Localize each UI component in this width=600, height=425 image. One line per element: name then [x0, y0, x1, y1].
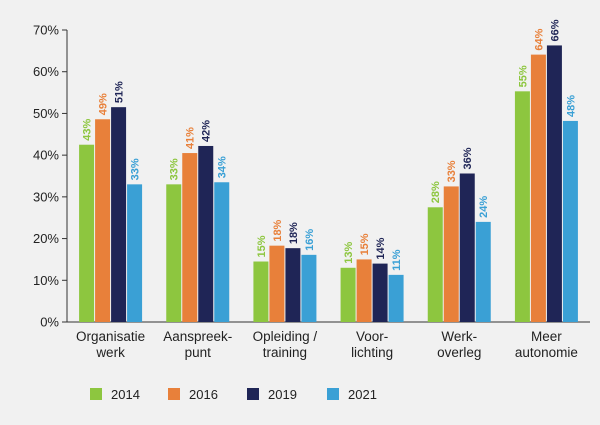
data-label: 48%: [565, 95, 577, 117]
data-label: 34%: [217, 156, 229, 178]
bar-2021-4: [475, 221, 491, 322]
category-label: werk: [95, 345, 125, 360]
y-tick-label: 20%: [33, 231, 59, 246]
bar-2019-1: [198, 145, 214, 322]
bar-2021-2: [301, 254, 317, 322]
data-label: 15%: [256, 235, 268, 257]
data-label: 11%: [391, 249, 403, 271]
data-label: 15%: [359, 233, 371, 255]
y-tick-label: 60%: [33, 64, 59, 79]
bar-2019-4: [459, 173, 475, 322]
category-label: autonomie: [515, 345, 578, 360]
data-label: 33%: [169, 158, 181, 180]
category-label: Aanspreek-: [163, 329, 232, 344]
category-label: training: [263, 345, 307, 360]
data-label: 36%: [462, 147, 474, 169]
data-label: 18%: [288, 222, 300, 244]
data-label: 43%: [82, 118, 94, 140]
bar-2021-1: [214, 182, 230, 322]
legend-swatch-2016: [168, 388, 180, 400]
data-label: 28%: [430, 181, 442, 203]
legend-swatch-2019: [247, 388, 259, 400]
category-label: Opleiding /: [253, 329, 318, 344]
data-label: 42%: [201, 120, 213, 142]
bar-2016-5: [530, 54, 546, 323]
category-label: Organisatie: [76, 329, 145, 344]
legend-label: 2016: [189, 387, 218, 402]
bar-2019-2: [285, 248, 301, 322]
bar-2016-0: [95, 119, 111, 322]
data-label: 33%: [130, 158, 142, 180]
category-label: punt: [185, 345, 212, 360]
legend-swatch-2014: [90, 388, 102, 400]
bar-2016-2: [269, 245, 285, 322]
bar-2014-1: [166, 184, 182, 322]
data-label: 13%: [343, 242, 355, 264]
y-tick-label: 70%: [33, 23, 59, 38]
bar-2021-3: [388, 274, 404, 322]
data-label: 49%: [98, 93, 110, 115]
y-tick-label: 10%: [33, 273, 59, 288]
data-label: 66%: [549, 19, 561, 41]
category-label: Meer: [531, 329, 562, 344]
bar-2014-2: [253, 261, 269, 322]
bar-2019-0: [111, 107, 127, 323]
bar-2019-5: [546, 45, 562, 322]
y-tick-label: 30%: [33, 189, 59, 204]
data-label: 64%: [533, 28, 545, 50]
bar-2019-3: [372, 263, 388, 322]
category-label: lichting: [351, 345, 393, 360]
y-tick-label: 0%: [40, 315, 59, 330]
data-label: 16%: [304, 229, 316, 251]
bar-2021-0: [127, 184, 143, 322]
y-tick-label: 50%: [33, 106, 59, 121]
bar-2016-3: [356, 259, 372, 322]
bar-2016-1: [182, 153, 198, 322]
data-label: 55%: [517, 65, 529, 87]
category-label: Voor-: [356, 329, 388, 344]
legend-swatch-2021: [327, 388, 339, 400]
data-label: 14%: [375, 237, 387, 259]
bar-2014-4: [427, 207, 443, 322]
bar-2021-5: [562, 120, 578, 323]
legend-label: 2014: [111, 387, 140, 402]
data-label: 51%: [114, 81, 126, 103]
data-label: 24%: [478, 196, 490, 218]
data-label: 18%: [272, 219, 284, 241]
y-tick-label: 40%: [33, 148, 59, 163]
bar-2014-5: [514, 91, 530, 322]
legend-label: 2019: [268, 387, 297, 402]
data-label: 41%: [185, 127, 197, 149]
category-label: Werk-: [441, 329, 477, 344]
bar-2014-3: [340, 267, 356, 322]
bar-2016-4: [443, 186, 459, 322]
category-label: overleg: [437, 345, 481, 360]
legend-label: 2021: [348, 387, 377, 402]
bar-2014-0: [79, 144, 95, 322]
data-label: 33%: [446, 160, 458, 182]
